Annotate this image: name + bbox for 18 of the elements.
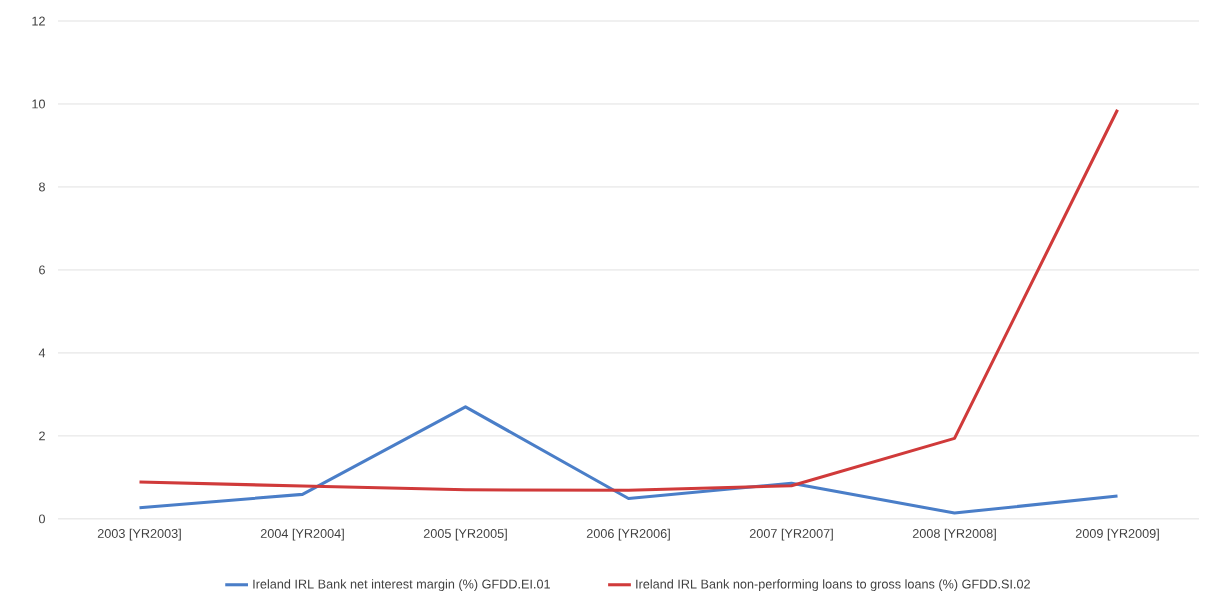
y-tick-label: 0 [38, 514, 45, 524]
y-tick-label: 8 [39, 182, 45, 192]
y-tick-label: 4 [38, 348, 46, 358]
legend-label: Ireland IRL Bank non-performing loans to gross loans (%) GFDD.SI.02 [636, 579, 1030, 591]
line-series [137, 405, 1120, 515]
y-tick-label: 2 [39, 431, 45, 441]
x-tick-label: 2007 [YR2007] [749, 528, 833, 541]
x-tick-label: 2006 [YR2006] [586, 528, 670, 541]
x-tick-label: 2008 [YR2008] [912, 528, 996, 541]
legend-label: Ireland IRL Bank net interest margin (%) GFDD.EI.01 [253, 579, 550, 591]
line-series [137, 108, 1120, 492]
x-tick-label: 2005 [YR2005] [423, 528, 507, 541]
y-tick-label: 6 [39, 265, 45, 275]
y-tick-label: 10 [32, 99, 45, 109]
y-tick-label: 12 [32, 16, 45, 26]
x-tick-label: 2009 [YR2009] [1075, 528, 1159, 541]
x-tick-label: 2004 [YR2004] [260, 528, 344, 541]
x-tick-label: 2003 [YR2003] [97, 528, 181, 541]
